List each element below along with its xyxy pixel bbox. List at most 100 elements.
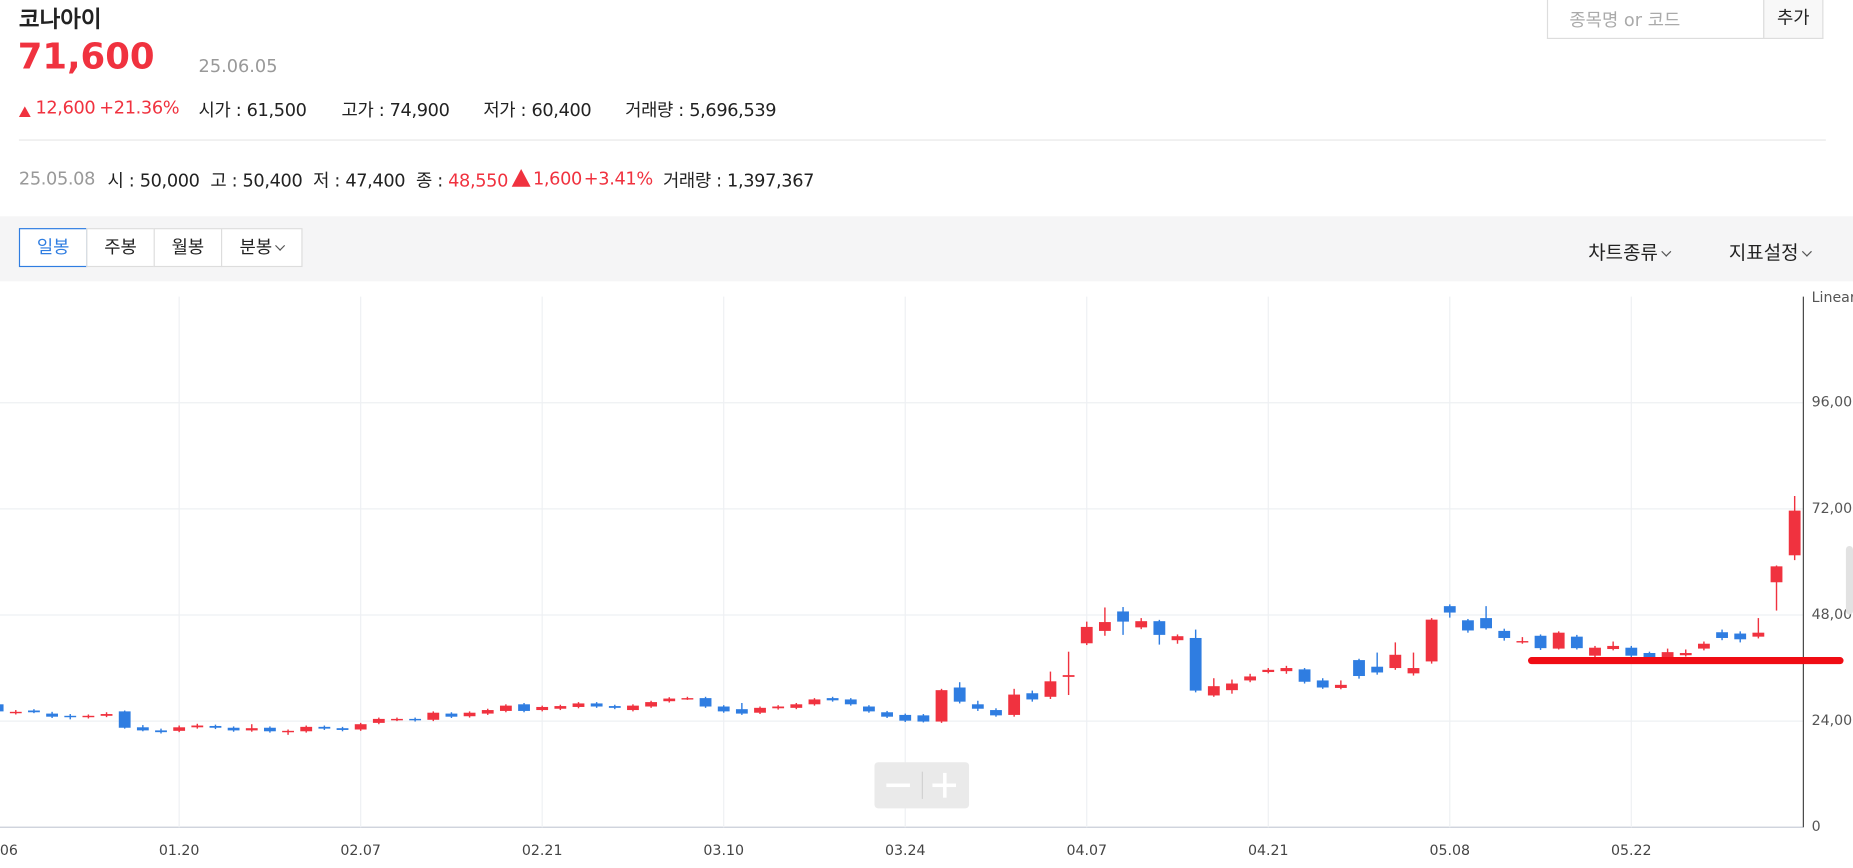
candle-body bbox=[1679, 653, 1692, 656]
candle-body bbox=[863, 706, 875, 712]
stat-label: 고 : bbox=[210, 170, 238, 192]
candle-body bbox=[971, 704, 984, 709]
candle-body bbox=[427, 712, 440, 720]
candle-body bbox=[554, 706, 567, 709]
candle-body bbox=[499, 705, 512, 711]
tab[interactable]: 주봉 bbox=[86, 228, 155, 268]
candle-body bbox=[1389, 654, 1402, 669]
candle-body bbox=[826, 698, 839, 701]
current-price: 71,600 bbox=[17, 36, 155, 78]
tab[interactable]: 일봉 bbox=[18, 228, 88, 268]
stat-value: 60,400 bbox=[531, 99, 592, 121]
hover-stat: 저 : 47,400 bbox=[313, 168, 405, 193]
y-tick-label: 0 bbox=[1812, 819, 1821, 835]
x-tick-label: 02.07 bbox=[340, 843, 381, 859]
zoom-control bbox=[874, 762, 970, 809]
stat: 고가 : 74,900 bbox=[342, 97, 450, 122]
candle-body bbox=[663, 698, 676, 702]
candle-body bbox=[1770, 566, 1783, 583]
candle-body bbox=[1425, 619, 1438, 662]
candle-body bbox=[372, 718, 385, 723]
candle-body bbox=[1153, 621, 1166, 635]
y-tick-label: 48,000 bbox=[1812, 607, 1853, 623]
add-button[interactable]: 추가 bbox=[1763, 0, 1824, 39]
candle-body bbox=[699, 698, 712, 707]
candle-body bbox=[1044, 681, 1057, 697]
candle-body bbox=[118, 711, 131, 728]
candle-body bbox=[318, 726, 331, 729]
candle-body bbox=[899, 714, 912, 721]
candle-body bbox=[9, 711, 22, 714]
candle-body bbox=[300, 726, 313, 732]
price-change-pct: +21.36% bbox=[99, 96, 180, 119]
candle-body bbox=[245, 728, 258, 731]
stat-value: 47,400 bbox=[345, 170, 406, 192]
candle-body bbox=[409, 718, 422, 721]
stat-value: 50,400 bbox=[242, 170, 303, 192]
up-icon bbox=[511, 168, 531, 191]
candle-body bbox=[1534, 635, 1547, 649]
candle-body bbox=[1407, 668, 1420, 674]
candle-body bbox=[1280, 668, 1293, 672]
candle-body bbox=[1026, 693, 1039, 700]
stat-value: 50,000 bbox=[139, 170, 200, 192]
menu[interactable]: 차트종류 bbox=[1588, 236, 1672, 264]
candle-body bbox=[1788, 510, 1801, 556]
divider bbox=[18, 139, 1826, 141]
tab[interactable]: 분봉 bbox=[220, 228, 303, 268]
candle-body bbox=[608, 706, 621, 708]
candle-body bbox=[227, 727, 240, 731]
menu-label: 지표설정 bbox=[1728, 241, 1799, 264]
candle-body bbox=[1135, 621, 1148, 628]
candle-body bbox=[1207, 686, 1220, 696]
x-tick-label: 02.21 bbox=[522, 843, 563, 859]
candle-body bbox=[1298, 669, 1311, 682]
candle-body bbox=[808, 699, 821, 705]
hover-stat: 종 : 48,550 bbox=[416, 168, 508, 193]
stat-label: 고가 : bbox=[341, 99, 385, 121]
stat: 저가 : 60,400 bbox=[483, 97, 591, 122]
candle-body bbox=[1117, 611, 1129, 622]
candle-body bbox=[754, 707, 766, 713]
candle-body bbox=[572, 703, 585, 707]
hover-stat: 고 : 50,400 bbox=[210, 168, 302, 193]
stat: 시가 : 61,500 bbox=[199, 97, 307, 122]
stat-value: 74,900 bbox=[389, 99, 450, 121]
price-change: 12,600 bbox=[35, 96, 96, 119]
x-tick-label: 03.10 bbox=[703, 843, 744, 859]
candle-body bbox=[681, 698, 694, 700]
menu[interactable]: 지표설정 bbox=[1728, 236, 1812, 264]
zoom-out[interactable] bbox=[886, 783, 910, 788]
scale-label: Linear bbox=[1812, 290, 1853, 306]
candle-body bbox=[1661, 652, 1674, 661]
candle-body bbox=[1443, 606, 1456, 613]
candle-body bbox=[481, 710, 494, 714]
candle-body bbox=[1353, 660, 1365, 677]
drawn-support-line bbox=[1528, 657, 1844, 665]
hover-change-pct: +3.41% bbox=[583, 167, 653, 190]
tab[interactable]: 월봉 bbox=[153, 228, 223, 268]
candle-body bbox=[155, 730, 167, 733]
hover-stat: 시 : 50,000 bbox=[108, 168, 200, 193]
candle-body bbox=[735, 709, 748, 714]
candle-body bbox=[1189, 637, 1202, 691]
candle-body bbox=[645, 702, 658, 707]
candle-body bbox=[46, 713, 59, 717]
hover-date: 25.05.08 bbox=[18, 167, 96, 190]
candle-body bbox=[0, 704, 4, 712]
candle-body bbox=[1262, 669, 1275, 673]
candle-body bbox=[64, 715, 77, 718]
candle-body bbox=[1226, 683, 1238, 691]
candle-body bbox=[264, 727, 276, 732]
hover-volume: 거래량 : 1,397,367 bbox=[663, 168, 814, 193]
stat-value: 5,696,539 bbox=[689, 99, 777, 121]
candle-body bbox=[1643, 653, 1656, 657]
y-tick-label: 24,000 bbox=[1812, 713, 1853, 729]
candle-body bbox=[717, 706, 730, 712]
candle-body bbox=[463, 712, 476, 717]
hover-change: 1,600 bbox=[532, 167, 582, 190]
candle-body bbox=[1516, 641, 1529, 643]
candle-body bbox=[1462, 620, 1474, 631]
candle-body bbox=[1607, 645, 1620, 650]
